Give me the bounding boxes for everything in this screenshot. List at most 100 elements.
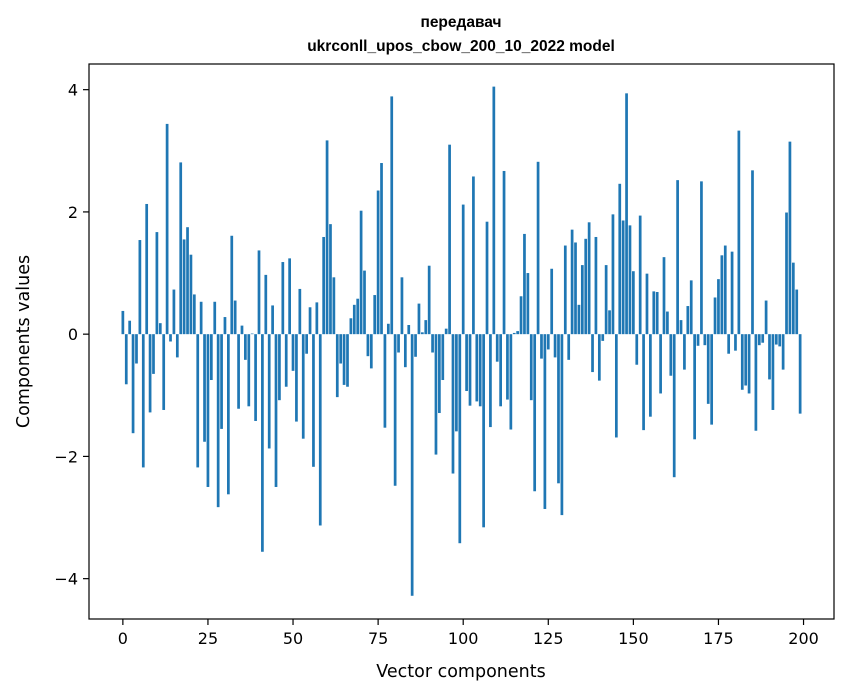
bar	[383, 334, 387, 428]
bar	[516, 331, 520, 335]
bar	[696, 334, 700, 346]
bar	[713, 297, 717, 335]
bar	[778, 334, 782, 347]
bar	[403, 334, 407, 368]
bar	[580, 265, 584, 335]
plot-area-frame	[88, 63, 835, 620]
bar	[141, 334, 145, 468]
bar	[250, 333, 254, 335]
x-tick-label: 75	[368, 629, 388, 648]
y-tick-label: −4	[54, 570, 78, 589]
x-axis-ticks: 0 25 50 75 100 125 150 175 200	[118, 619, 819, 648]
x-tick-label: 25	[198, 629, 218, 648]
bar	[363, 270, 366, 335]
y-axis-ticks: −4 −2 0 2 4	[54, 81, 89, 589]
bar	[601, 334, 605, 341]
bar	[448, 144, 451, 335]
bar	[523, 233, 526, 335]
bar	[723, 245, 727, 335]
bar	[267, 334, 271, 449]
bar	[417, 303, 421, 335]
x-tick-label: 200	[788, 629, 819, 648]
bar	[472, 176, 475, 335]
bar	[386, 323, 390, 335]
bar	[635, 334, 639, 365]
bar	[791, 262, 795, 335]
bar	[740, 334, 744, 390]
bar	[410, 334, 414, 596]
bar	[264, 274, 268, 335]
bar	[757, 334, 761, 346]
bar	[774, 334, 778, 345]
bar	[155, 232, 159, 335]
bar	[591, 334, 594, 373]
bar	[468, 334, 472, 406]
bar	[458, 334, 462, 544]
bar	[131, 334, 135, 434]
bar	[669, 334, 673, 376]
bar	[563, 245, 567, 335]
bar	[400, 277, 404, 335]
bar	[744, 334, 748, 386]
bar	[427, 265, 431, 335]
bar	[512, 332, 516, 335]
bar	[390, 96, 394, 335]
bar	[186, 227, 189, 335]
bar	[785, 212, 788, 335]
bar	[158, 323, 162, 335]
bar	[689, 280, 693, 335]
bar	[781, 334, 785, 370]
bar	[693, 334, 696, 440]
x-tick-label: 175	[703, 629, 734, 648]
bar	[686, 306, 690, 335]
bar	[628, 225, 632, 335]
bar	[192, 294, 196, 335]
bar	[666, 311, 669, 335]
bar	[298, 288, 302, 335]
bar	[329, 224, 332, 335]
bar	[717, 279, 720, 335]
bar	[244, 334, 247, 360]
bar	[165, 123, 169, 335]
bar	[536, 161, 540, 335]
bar	[608, 310, 611, 335]
bar	[189, 254, 193, 335]
chart-subtitle: ukrconll_upos_cbow_200_10_2022 model	[307, 38, 615, 55]
bar	[230, 235, 234, 335]
bar	[352, 304, 356, 335]
bar	[434, 334, 438, 455]
bar	[768, 334, 771, 380]
bar	[424, 320, 428, 335]
bar	[567, 334, 571, 360]
bar	[632, 271, 635, 335]
bar	[369, 334, 373, 369]
bar	[315, 302, 319, 335]
bar	[761, 334, 765, 343]
bar	[465, 334, 468, 392]
bar	[359, 210, 363, 335]
bar	[145, 203, 149, 335]
bar	[795, 289, 799, 335]
bar	[182, 239, 186, 335]
x-tick-label: 150	[618, 629, 649, 648]
bar	[346, 334, 349, 387]
bar	[240, 325, 244, 335]
bar	[570, 229, 574, 335]
bar	[700, 181, 703, 335]
bar	[397, 334, 400, 353]
bar	[305, 334, 308, 354]
bar	[475, 334, 479, 402]
bar	[764, 300, 768, 335]
bar	[135, 334, 138, 364]
bar	[526, 273, 530, 335]
bar	[509, 334, 513, 430]
bar	[288, 258, 291, 335]
bar	[529, 334, 533, 401]
bar	[519, 296, 523, 335]
bar	[138, 240, 142, 335]
bar	[196, 334, 200, 468]
bar	[492, 86, 496, 335]
bar	[438, 334, 441, 414]
bar	[730, 251, 734, 335]
